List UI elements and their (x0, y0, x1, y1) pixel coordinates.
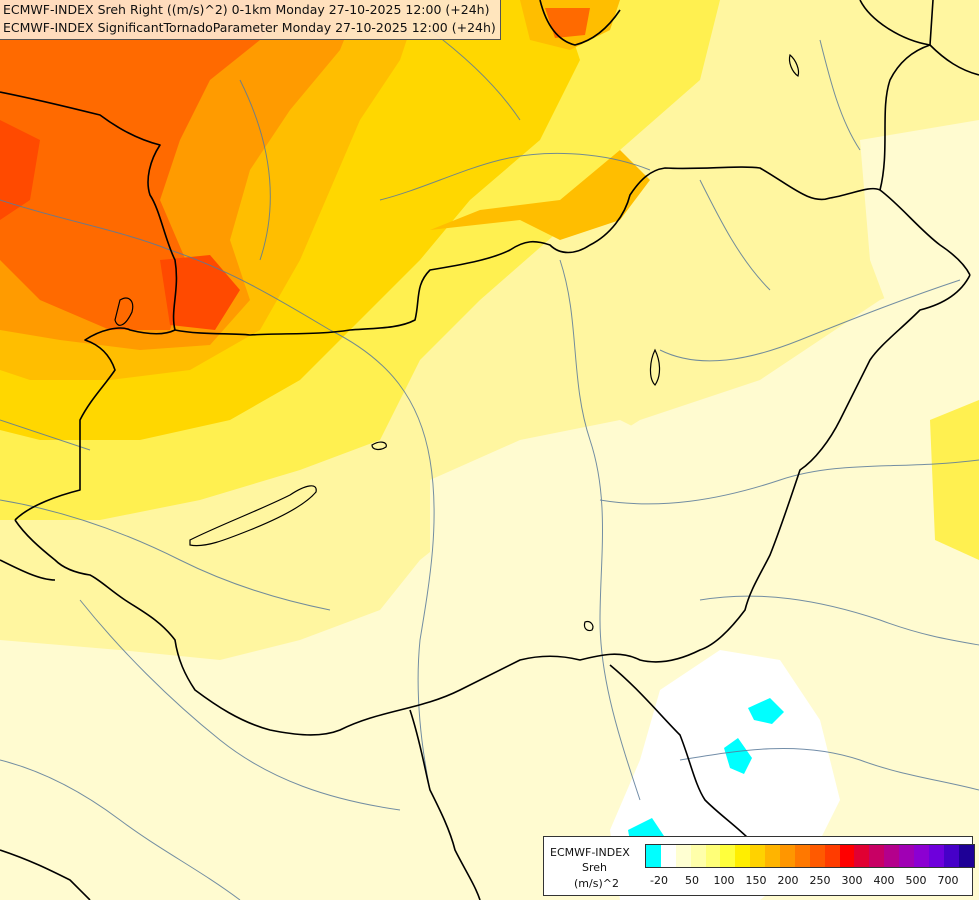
legend-tick-label: 400 (873, 874, 895, 887)
legend-swatch (646, 845, 661, 867)
legend-swatch (928, 845, 944, 867)
map-title-line-2: ECMWF-INDEX SignificantTornadoParameter … (3, 20, 496, 35)
legend-variable: Sreh (582, 861, 608, 874)
map-title-box: ECMWF-INDEX Sreh Right ((m/s)^2) 0-1km M… (0, 0, 501, 40)
legend-swatch (958, 845, 974, 867)
legend-tick-label: -20 (650, 874, 668, 887)
legend-ticks: -20 50 100 150 200 250 300 400 500 700 (645, 874, 965, 888)
legend-swatch (660, 845, 676, 867)
legend-swatch (839, 845, 855, 867)
field-ne-red (545, 8, 590, 38)
legend-swatch (809, 845, 825, 867)
legend-swatch (869, 845, 885, 867)
legend-swatch (675, 845, 691, 867)
legend-swatch (720, 845, 736, 867)
legend-model-name: ECMWF-INDEX (550, 846, 630, 859)
legend-swatch (780, 845, 795, 867)
field-east-pale (860, 120, 979, 360)
legend-swatch (854, 845, 870, 867)
legend-tick-label: 100 (713, 874, 735, 887)
legend-swatch (899, 845, 915, 867)
legend-tick-label: 250 (809, 874, 831, 887)
legend-tick-label: 50 (685, 874, 699, 887)
legend-swatch (750, 845, 766, 867)
map-title-line-1: ECMWF-INDEX Sreh Right ((m/s)^2) 0-1km M… (3, 2, 490, 17)
legend-swatch (914, 845, 929, 867)
field-red-1 (0, 120, 40, 220)
lakes (114, 53, 800, 632)
rivers (0, 29, 979, 900)
legend-swatch (884, 845, 900, 867)
legend-tick-label: 500 (905, 874, 927, 887)
field-border-orange (430, 150, 650, 240)
legend-tick-label: 700 (937, 874, 959, 887)
legend-swatch (765, 845, 781, 867)
legend-tick-label: 200 (777, 874, 799, 887)
legend-swatch (943, 845, 959, 867)
legend-swatch (735, 845, 751, 867)
field-cyan-1 (748, 698, 784, 724)
legend-tick-label: 150 (745, 874, 767, 887)
field-east-yellow (930, 400, 979, 560)
legend-tick-label: 300 (841, 874, 863, 887)
legend-color-bar (645, 844, 975, 868)
legend-unit: (m/s)^2 (574, 877, 619, 890)
field-pale-center (430, 420, 720, 640)
field-red-orange (0, 0, 290, 330)
legend-swatch (690, 845, 706, 867)
field-red-2 (160, 255, 240, 330)
field-cyan-2 (724, 738, 752, 774)
legend-swatch (705, 845, 721, 867)
legend-swatch (824, 845, 840, 867)
legend: ECMWF-INDEX Sreh (m/s)^2 -20 50 100 150 200 2… (543, 836, 975, 896)
legend-swatch (794, 845, 810, 867)
